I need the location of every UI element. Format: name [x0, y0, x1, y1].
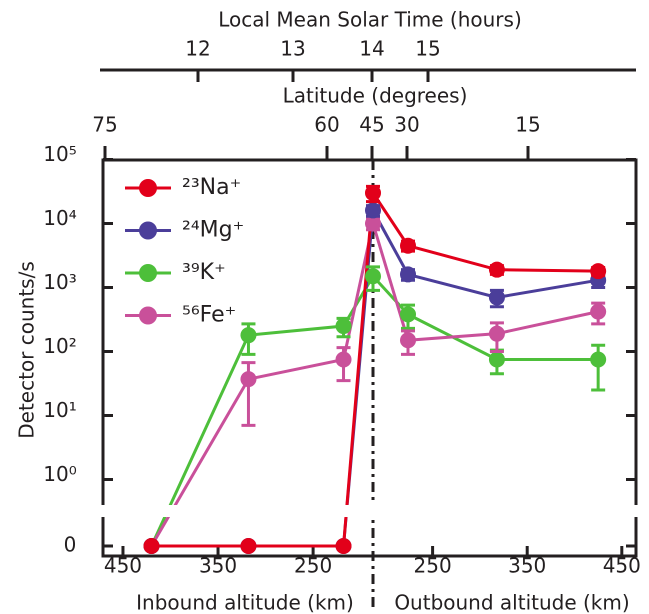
data-point [365, 268, 381, 285]
top-axis-title: Local Mean Solar Time (hours) [218, 8, 522, 32]
data-point [400, 266, 417, 283]
latitude-tick-label: 45 [359, 113, 384, 137]
latitude-tick-label: 30 [394, 113, 419, 137]
y-tick-label: 10⁴ [43, 206, 76, 230]
top-axis-tick-label: 13 [280, 37, 305, 61]
data-point [240, 371, 257, 388]
data-point [488, 351, 505, 368]
y-tick-label: 10² [43, 334, 76, 358]
series-line [151, 188, 599, 548]
x-tick-label: 250 [294, 554, 332, 578]
data-point [365, 184, 381, 201]
top-axis-tick-label: 14 [359, 37, 384, 61]
data-point [590, 351, 607, 368]
latitude-tick-label: 75 [92, 113, 117, 137]
data-point [488, 325, 505, 342]
latitude-tick-label: 60 [314, 113, 339, 137]
y-axis-label: Detector counts/s [15, 261, 39, 439]
y-tick-label: 10⁵ [43, 142, 76, 166]
legend-label: ⁵⁶Fe⁺ [182, 303, 236, 328]
legend-marker [139, 179, 157, 197]
legend-marker [139, 306, 157, 325]
y-tick-label: 10³ [43, 270, 76, 294]
data-point [335, 351, 352, 368]
data-point [400, 332, 417, 349]
latitude-axis-title: Latitude (degrees) [283, 84, 468, 108]
data-point [365, 202, 381, 219]
legend-marker [139, 264, 157, 282]
x-axis-label-inbound: Inbound altitude (km) [136, 591, 354, 614]
data-point [590, 303, 607, 320]
y-tick-label: 10⁰ [43, 462, 76, 486]
axis-break [95, 505, 643, 517]
data-point [400, 237, 417, 254]
data-point [488, 261, 505, 278]
data-point [400, 306, 417, 323]
x-tick-label: 450 [104, 554, 142, 578]
x-tick-label: 350 [508, 554, 546, 578]
legend-label: ²³Na⁺ [182, 175, 241, 200]
x-tick-label: 250 [414, 554, 452, 578]
data-point [590, 263, 607, 280]
x-tick-label: 350 [199, 554, 237, 578]
data-point [365, 215, 381, 232]
top-axis-tick-label: 12 [185, 37, 210, 61]
legend-label: ²⁴Mg⁺ [182, 218, 244, 243]
top-axis-tick-label: 15 [415, 37, 440, 61]
x-axis-label-outbound: Outbound altitude (km) [394, 591, 629, 614]
legend-marker [139, 221, 157, 240]
x-tick-label: 450 [603, 554, 641, 578]
legend-label: ³⁹K⁺ [182, 260, 226, 285]
y-tick-label: 0 [64, 533, 77, 557]
plot-frame [101, 158, 638, 558]
data-point [240, 327, 257, 344]
data-point [488, 289, 505, 306]
data-point [335, 318, 352, 335]
data-point [335, 538, 352, 554]
y-tick-label: 10¹ [43, 398, 76, 422]
latitude-tick-label: 15 [515, 113, 540, 137]
data-point [240, 538, 257, 554]
data-point [143, 538, 160, 554]
